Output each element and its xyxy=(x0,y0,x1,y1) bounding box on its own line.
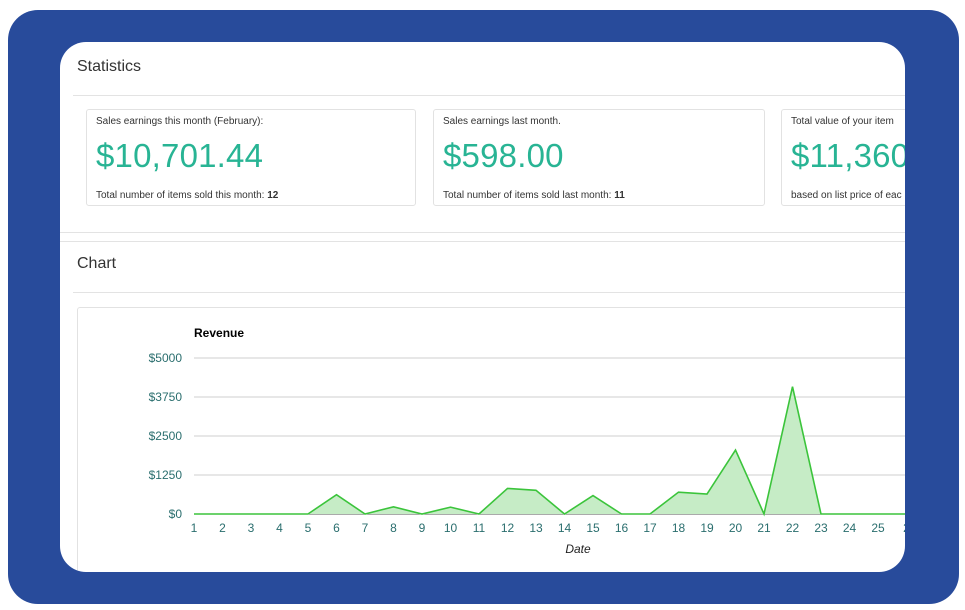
x-tick-label: 17 xyxy=(643,521,657,535)
stat-card-value: $10,701.44 xyxy=(96,137,264,174)
stat-card-label: Sales earnings this month (February): xyxy=(96,116,264,127)
stat-card-last-month: Sales earnings last month. $598.00 Total… xyxy=(433,109,765,206)
x-tick-label: 7 xyxy=(362,521,369,535)
x-tick-label: 9 xyxy=(419,521,426,535)
stat-card-footer: based on list price of eac xyxy=(791,190,902,201)
x-tick-label: 2 xyxy=(219,521,226,535)
chart-title-text: Revenue xyxy=(194,326,244,340)
x-tick-label: 14 xyxy=(558,521,572,535)
x-tick-label: 3 xyxy=(248,521,255,535)
x-tick-label: 12 xyxy=(501,521,515,535)
x-tick-label: 21 xyxy=(757,521,771,535)
stat-card-footer: Total number of items sold last month: 1… xyxy=(443,190,625,201)
x-tick-label: 4 xyxy=(276,521,283,535)
statistics-title: Statistics xyxy=(77,58,142,75)
y-tick-label: $3750 xyxy=(149,390,183,404)
stat-card-value: $598.00 xyxy=(443,137,564,174)
stat-card-label: Sales earnings last month. xyxy=(443,116,561,127)
section-separator xyxy=(60,241,905,242)
x-axis-label: Date xyxy=(565,542,591,556)
stat-card-value: $11,360 xyxy=(791,137,905,174)
x-tick-label: 6 xyxy=(333,521,340,535)
x-tick-label: 13 xyxy=(529,521,543,535)
x-tick-label: 2 xyxy=(903,521,905,535)
x-tick-label: 19 xyxy=(700,521,714,535)
stat-card-label: Total value of your item xyxy=(791,116,894,127)
x-tick-label: 25 xyxy=(871,521,885,535)
dashboard-panel: Statistics Sales earnings this month (Fe… xyxy=(60,42,905,572)
chart-divider xyxy=(73,292,905,293)
x-tick-label: 18 xyxy=(672,521,686,535)
y-tick-label: $2500 xyxy=(149,429,183,443)
x-tick-label: 22 xyxy=(786,521,800,535)
x-tick-label: 5 xyxy=(305,521,312,535)
x-tick-label: 24 xyxy=(843,521,857,535)
chart-title: Chart xyxy=(77,255,117,272)
statistics-divider xyxy=(73,95,905,96)
y-tick-label: $1250 xyxy=(149,468,183,482)
y-tick-label: $0 xyxy=(169,507,183,521)
stat-card-total-value: Total value of your item $11,360 based o… xyxy=(781,109,905,206)
y-tick-label: $5000 xyxy=(149,351,183,365)
x-tick-label: 16 xyxy=(615,521,629,535)
x-tick-label: 8 xyxy=(390,521,397,535)
section-separator xyxy=(60,232,905,233)
stat-card-footer: Total number of items sold this month: 1… xyxy=(96,190,279,201)
x-tick-label: 20 xyxy=(729,521,743,535)
x-tick-label: 15 xyxy=(586,521,600,535)
x-tick-label: 11 xyxy=(473,521,486,535)
x-tick-label: 1 xyxy=(191,521,198,535)
stat-card-this-month: Sales earnings this month (February): $1… xyxy=(86,109,416,206)
revenue-area xyxy=(194,386,905,514)
x-tick-label: 23 xyxy=(814,521,828,535)
revenue-line xyxy=(194,386,905,517)
x-tick-label: 10 xyxy=(444,521,458,535)
